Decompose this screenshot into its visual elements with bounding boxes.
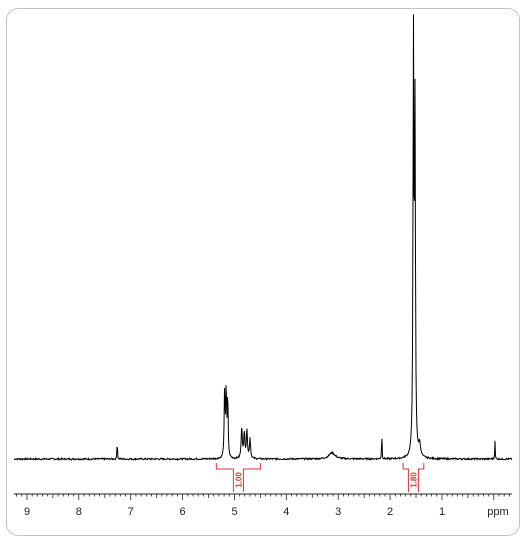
x-tick-label: 7 — [128, 506, 134, 518]
x-tick-label: 1 — [439, 506, 445, 518]
spectrum-trace-layer — [13, 14, 513, 462]
integral-value: 1.80 — [409, 472, 418, 488]
integral-bracket — [215, 463, 261, 492]
x-tick-label: 5 — [231, 506, 237, 518]
x-tick-label: 8 — [76, 506, 82, 518]
x-unit-label: ppm — [487, 506, 508, 518]
integral-2: 1.80 — [402, 463, 425, 492]
integral-bracket — [402, 463, 425, 492]
spectrum-line — [13, 14, 513, 462]
x-tick-label: 4 — [283, 506, 289, 518]
x-tick-label: 2 — [387, 506, 393, 518]
integral-value: 1.00 — [234, 472, 243, 488]
chart-frame — [6, 8, 520, 536]
x-tick-label: 3 — [335, 506, 341, 518]
integral-layer: 1.00 1.80 — [215, 463, 425, 492]
x-tick-label: 6 — [180, 506, 186, 518]
x-tick-label: 9 — [24, 506, 30, 518]
x-axis: 9 8 7 6 5 4 3 2 1 ppm — [14, 493, 512, 518]
integral-1: 1.00 — [215, 463, 261, 492]
